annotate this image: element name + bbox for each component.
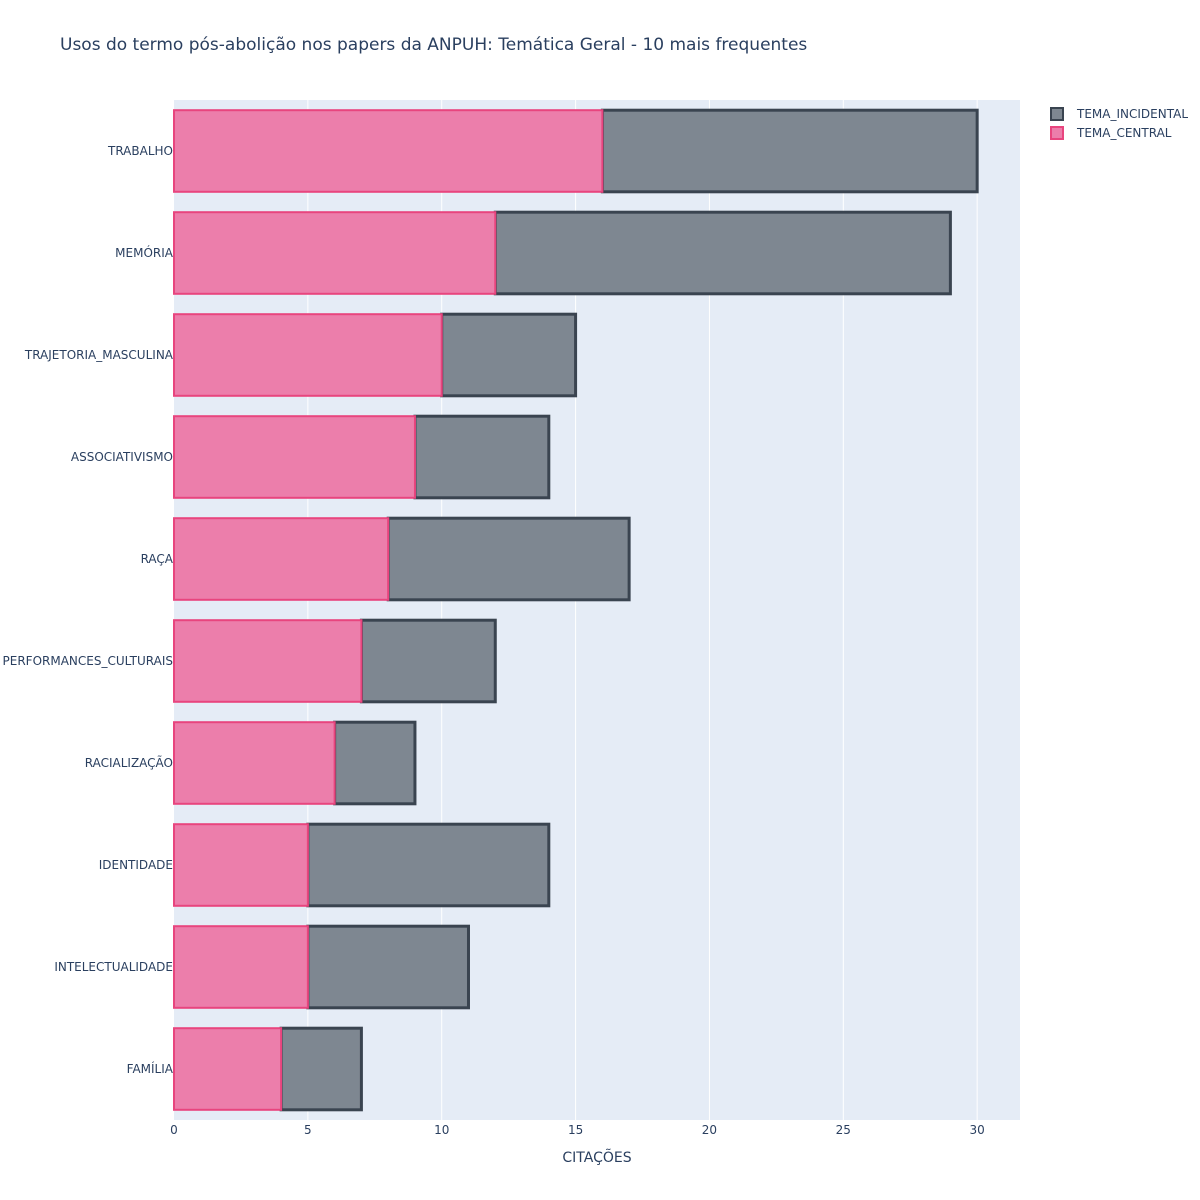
bar-tema-central[interactable]	[173, 619, 363, 703]
bar-tema-incidental[interactable]	[359, 618, 497, 704]
bar-tema-central[interactable]	[173, 415, 416, 499]
legend-label: TEMA_INCIDENTAL	[1076, 107, 1188, 121]
bar-tema-incidental[interactable]	[306, 924, 470, 1010]
x-tick-label: 0	[170, 1123, 178, 1137]
bar-tema-central[interactable]	[173, 721, 336, 805]
bar-tema-incidental[interactable]	[279, 1026, 363, 1112]
x-axis-title: CITAÇÕES	[562, 1149, 631, 1166]
legend-swatch	[1050, 126, 1064, 140]
legend-item-tema-central[interactable]: TEMA_CENTRAL	[1050, 126, 1172, 140]
x-tick-label: 10	[434, 1123, 449, 1137]
y-tick-label: RACIALIZAÇÃO	[85, 755, 173, 770]
bar-tema-incidental[interactable]	[413, 414, 551, 500]
bars	[173, 108, 979, 1112]
legend-label: TEMA_CENTRAL	[1076, 126, 1172, 140]
bar-tema-central[interactable]	[173, 1027, 283, 1111]
y-axis-tick-labels: TRABALHO MEMÓRIA TRAJETORIA_MASCULINA ASSOC…	[3, 144, 174, 1076]
bar-tema-central[interactable]	[173, 925, 309, 1009]
x-tick-label: 15	[568, 1123, 583, 1137]
bar-tema-central[interactable]	[173, 823, 309, 907]
x-axis-tick-labels: 0 5 10 15 20 25 30	[170, 1123, 985, 1137]
bar-tema-central[interactable]	[173, 109, 604, 193]
y-tick-label: INTELECTUALIDADE	[54, 960, 173, 974]
y-tick-label: MEMÓRIA	[115, 245, 174, 260]
bar-tema-central[interactable]	[173, 211, 497, 295]
bar-tema-incidental[interactable]	[333, 720, 417, 806]
legend[interactable]: TEMA_INCIDENTAL TEMA_CENTRAL	[1050, 107, 1188, 140]
y-tick-label: FAMÍLIA	[127, 1061, 174, 1076]
bar-tema-incidental[interactable]	[440, 312, 578, 398]
legend-item-tema-incidental[interactable]: TEMA_INCIDENTAL	[1050, 107, 1188, 121]
y-tick-label: PERFORMANCES_CULTURAIS	[3, 654, 173, 668]
x-tick-label: 5	[304, 1123, 312, 1137]
y-tick-label: ASSOCIATIVISMO	[71, 450, 173, 464]
y-tick-label: RAÇA	[141, 552, 174, 566]
bar-tema-central[interactable]	[173, 313, 443, 397]
bar-tema-incidental[interactable]	[306, 822, 551, 908]
y-tick-label: TRABALHO	[107, 144, 173, 158]
y-tick-label: IDENTIDADE	[99, 858, 173, 872]
legend-swatch	[1050, 107, 1064, 121]
bar-tema-incidental[interactable]	[386, 516, 631, 602]
chart-title: Usos do termo pós-abolição nos papers da…	[60, 35, 807, 55]
bar-tema-incidental[interactable]	[493, 210, 952, 296]
x-tick-label: 30	[970, 1123, 985, 1137]
bar-tema-central[interactable]	[173, 517, 390, 601]
y-tick-label: TRAJETORIA_MASCULINA	[24, 348, 174, 362]
x-tick-label: 25	[836, 1123, 851, 1137]
x-tick-label: 20	[702, 1123, 717, 1137]
bar-tema-incidental[interactable]	[600, 108, 979, 194]
